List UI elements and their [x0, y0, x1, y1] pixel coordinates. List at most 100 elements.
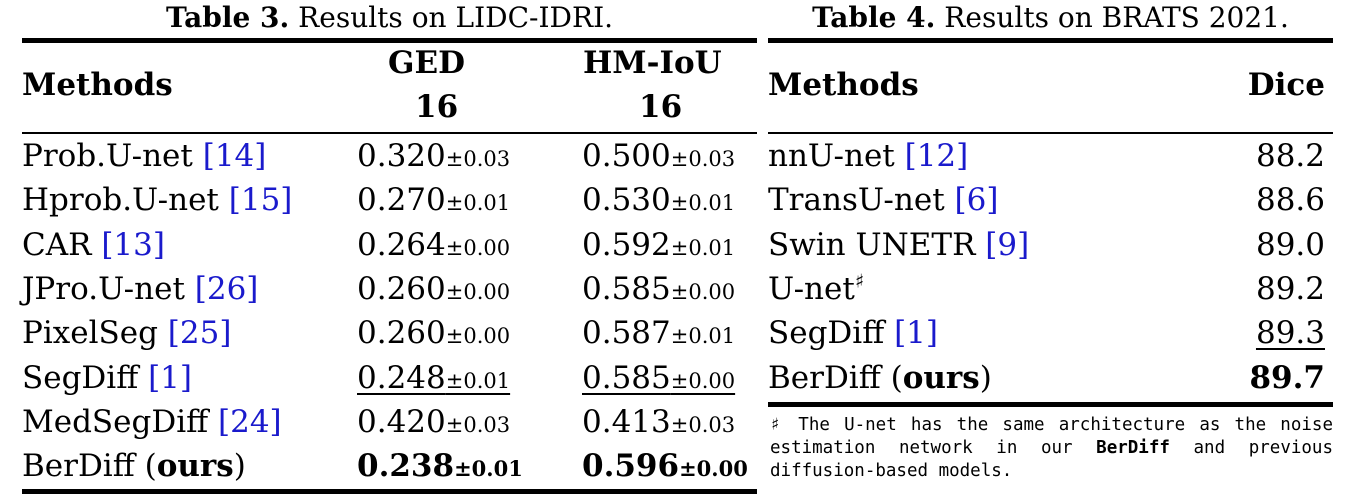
ged-mean: 0.260	[357, 270, 446, 307]
table-4-caption-label: Table 4.	[812, 1, 936, 34]
hmiou-std: ±0.03	[670, 412, 736, 437]
method-name-end: )	[979, 359, 992, 396]
method-name-text: Swin UNETR	[768, 226, 986, 263]
hmiou-value: 0.592±0.01	[582, 223, 735, 270]
method-name-end: )	[233, 448, 246, 485]
footnote-text-a: The U-net has the same architecture as t…	[770, 415, 1333, 458]
table-row-ours: BerDiff (ours) 0.238±0.01 0.596±0.00	[22, 444, 757, 488]
method-name-text: TransU-net	[768, 182, 955, 219]
table-row: SegDiff [1] 0.248±0.01 0.585±0.00	[22, 356, 757, 400]
hmiou-value: 0.585±0.00	[582, 356, 735, 403]
method-name-text: Hprob.U-net	[22, 182, 229, 219]
citation-link: [24]	[218, 403, 282, 440]
citation-link: [14]	[202, 138, 267, 174]
hmiou-value: 0.587±0.01	[582, 311, 735, 358]
table-row: TransU-net [6] 88.6	[768, 178, 1333, 222]
hmiou-std: ±0.03	[670, 147, 736, 171]
method-name: SegDiff [1]	[768, 311, 938, 355]
top-rule	[768, 38, 1333, 43]
ged-mean: 0.238	[357, 448, 455, 485]
method-name: PixelSeg [25]	[22, 311, 231, 355]
mid-rule	[768, 132, 1333, 134]
ged-value: 0.260±0.00	[357, 311, 510, 358]
table-row: PixelSeg [25] 0.260±0.00 0.587±0.01	[22, 311, 757, 355]
method-name-text: Prob.U-net	[22, 138, 203, 174]
table-3-caption-label: Table 3.	[165, 1, 290, 34]
method-name: U-net♯	[768, 267, 864, 311]
dice-value: 88.2	[1255, 138, 1325, 174]
ged-value: 0.248±0.01	[357, 356, 510, 403]
table-4: Table 4. Results on BRATS 2021. Methods …	[768, 0, 1333, 481]
table-4-caption: Table 4. Results on BRATS 2021.	[768, 0, 1333, 36]
method-name: BerDiff (ours)	[22, 444, 246, 488]
citation-link: [13]	[101, 226, 165, 263]
ged-value: 0.320±0.03	[357, 134, 510, 181]
hmiou-value: 0.530±0.01	[582, 178, 735, 225]
table-row: Prob.U-net [14] 0.320±0.03 0.500±0.03	[22, 134, 757, 178]
method-name-bold: ours	[902, 359, 980, 396]
hmiou-std: ±0.01	[670, 324, 736, 349]
hmiou-value: 0.500±0.03	[582, 134, 735, 181]
hmiou-std: ±0.01	[670, 191, 736, 216]
table-row: JPro.U-net [26] 0.260±0.00 0.585±0.00	[22, 267, 757, 311]
hmiou-mean: 0.585	[582, 270, 671, 307]
method-name: BerDiff (ours)	[768, 356, 992, 400]
ged-std: ±0.00	[445, 324, 511, 349]
col-header-hmiou-sub: 16	[639, 89, 683, 125]
ged-std: ±0.01	[445, 191, 511, 216]
hmiou-mean: 0.596	[582, 448, 680, 485]
dice-value: 89.7	[1249, 359, 1325, 396]
ged-std: ±0.01	[454, 456, 523, 482]
mid-rule	[22, 132, 757, 134]
method-name-text: U-net	[768, 270, 855, 307]
ged-std: ±0.03	[445, 147, 511, 171]
table-row: nnU-net [12] 88.2	[768, 134, 1333, 178]
method-name: TransU-net [6]	[768, 178, 998, 222]
hmiou-value: 0.596±0.00	[582, 444, 748, 491]
citation-link: [1]	[894, 315, 938, 352]
col-header-ged-sub: 16	[415, 89, 459, 125]
citation-link: [9]	[985, 226, 1030, 263]
citation-link: [6]	[954, 182, 999, 219]
col-header-methods: Methods	[22, 67, 173, 103]
citation-link: [15]	[228, 182, 293, 219]
bottom-rule	[768, 402, 1333, 407]
method-name: Prob.U-net [14]	[22, 134, 266, 178]
hmiou-std: ±0.00	[670, 279, 736, 304]
dice-value: 89.0	[1255, 226, 1325, 263]
method-name: Hprob.U-net [15]	[22, 178, 292, 222]
method-name-text: CAR	[22, 226, 102, 263]
ged-std: ±0.03	[445, 412, 511, 437]
table-row: U-net♯ 89.2	[768, 267, 1333, 311]
dice-value: 88.6	[1255, 182, 1325, 219]
method-name-text: SegDiff	[22, 359, 149, 396]
col-header-ged: GED	[388, 45, 465, 81]
hmiou-mean: 0.530	[582, 182, 671, 219]
ged-value: 0.420±0.03	[357, 400, 510, 447]
table-row: SegDiff [1] 89.3	[768, 311, 1333, 355]
ged-mean: 0.248	[357, 359, 446, 396]
table-row-ours: BerDiff (ours) 89.7	[768, 356, 1333, 400]
hmiou-std: ±0.01	[670, 235, 736, 260]
ged-mean: 0.420	[357, 403, 446, 440]
table-row: Hprob.U-net [15] 0.270±0.01 0.530±0.01	[22, 178, 757, 222]
ged-mean: 0.264	[357, 226, 446, 263]
method-name-bold: ours	[156, 448, 234, 485]
col-header-hmiou: HM-IoU	[583, 45, 722, 81]
table-row: CAR [13] 0.264±0.00 0.592±0.01	[22, 223, 757, 267]
footnote-mark: ♯	[770, 415, 785, 435]
table-3-caption: Table 3. Results on LIDC-IDRI.	[22, 0, 757, 36]
footnote-text-b: and previous diffusion-based models.	[770, 438, 1333, 481]
ged-value: 0.270±0.01	[357, 178, 510, 225]
superscript-mark: ♯	[854, 270, 865, 293]
table-row: Swin UNETR [9] 89.0	[768, 223, 1333, 267]
ged-std: ±0.01	[445, 368, 511, 393]
method-name-text: nnU-net	[768, 138, 905, 174]
ged-std: ±0.00	[445, 235, 511, 260]
ged-std: ±0.00	[445, 279, 511, 304]
hmiou-std: ±0.00	[679, 456, 748, 482]
table-4-caption-text: Results on BRATS 2021.	[935, 1, 1289, 34]
citation-link: [26]	[194, 270, 259, 307]
footnote-code: BerDiff	[1096, 438, 1170, 458]
ged-value: 0.264±0.00	[357, 223, 510, 270]
